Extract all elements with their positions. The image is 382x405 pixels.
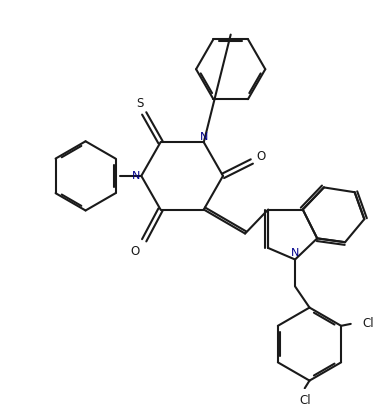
Text: N: N: [291, 248, 299, 258]
Text: Cl: Cl: [299, 394, 311, 405]
Text: S: S: [137, 97, 144, 110]
Text: O: O: [257, 150, 266, 163]
Text: O: O: [130, 245, 139, 258]
Text: Cl: Cl: [362, 318, 374, 330]
Text: N: N: [199, 132, 208, 143]
Text: N: N: [132, 171, 141, 181]
